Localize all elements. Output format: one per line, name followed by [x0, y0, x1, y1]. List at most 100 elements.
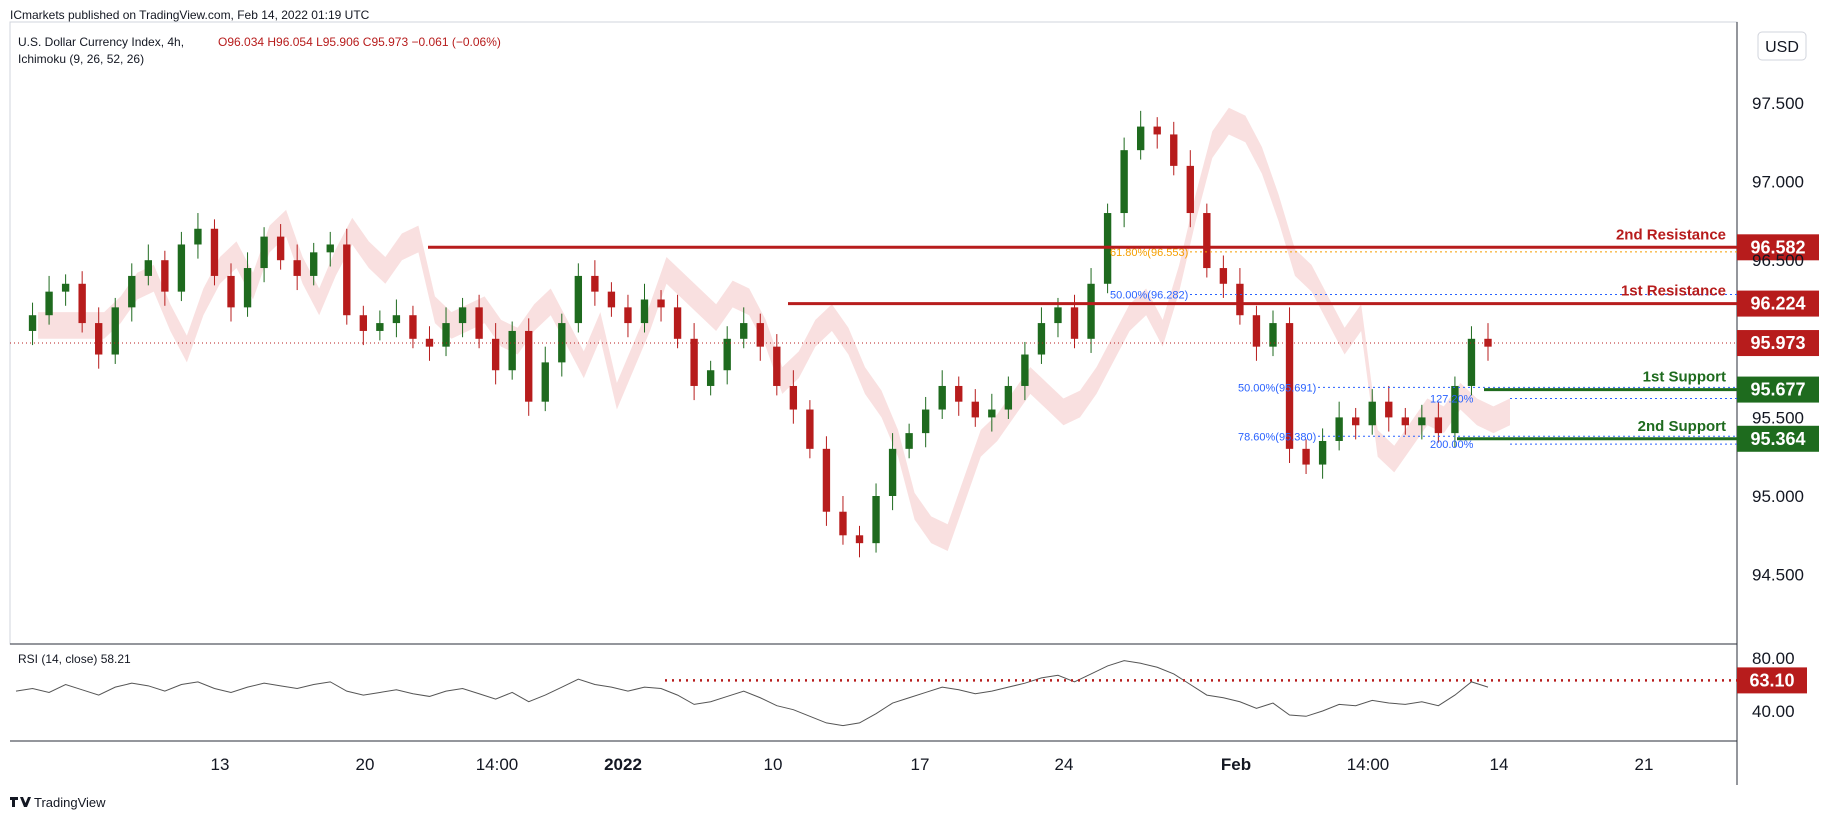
candle-body	[806, 409, 814, 449]
candle-body	[1054, 307, 1062, 324]
rsi-label: RSI (14, close) 58.21	[18, 652, 131, 666]
candle-body	[657, 299, 665, 308]
level-price-label: 95.677	[1750, 380, 1805, 400]
candle-body	[1484, 338, 1492, 347]
candle-body	[723, 338, 731, 371]
candle-body	[111, 307, 119, 355]
publisher-line: ICmarkets published on TradingView.com, …	[10, 8, 370, 22]
candle-body	[1302, 448, 1310, 465]
level-name: 1st Support	[1643, 369, 1726, 386]
candle-body	[144, 260, 152, 276]
candle-body	[310, 252, 318, 276]
candle-body	[442, 323, 450, 347]
candle-body	[888, 448, 897, 496]
candle-body	[161, 260, 169, 292]
tradingview-logo: TradingView	[10, 795, 106, 810]
indicator-label: Ichimoku (9, 26, 52, 26)	[18, 52, 144, 66]
fibonacci-levels: 61.80%(96.553) 50.00%(96.282) 50.00%(95.69…	[1110, 247, 1737, 451]
last-price-tag	[1737, 330, 1819, 357]
candle-body	[740, 323, 748, 339]
candle-body	[95, 323, 103, 355]
fib-label: 127.20%	[1430, 394, 1474, 406]
candle-body	[458, 307, 467, 324]
candle-body	[210, 228, 219, 276]
candle-body	[1236, 283, 1244, 316]
ohlc-values: O96.034 H96.054 L95.906 C95.973 −0.061 (…	[218, 35, 501, 49]
candle-body	[839, 511, 847, 536]
level-price-label: 96.224	[1750, 294, 1805, 314]
candle-body	[988, 409, 996, 418]
candle-body	[1285, 323, 1294, 449]
fib-label: 61.80%(96.553)	[1110, 247, 1188, 259]
fib-label: 50.00%(95.691)	[1238, 382, 1316, 394]
candle-body	[1021, 354, 1029, 386]
chart-frame	[9, 21, 1738, 645]
currency-badge[interactable]	[1757, 31, 1807, 61]
candle-body	[822, 448, 831, 512]
price-tick-label: 94.500	[1752, 566, 1804, 585]
level-price-tag	[1737, 290, 1819, 317]
time-tick-label: 20	[356, 755, 375, 774]
candle-body	[1203, 213, 1211, 269]
candle-body	[177, 244, 186, 292]
candle-body	[1004, 385, 1013, 410]
candle-body	[905, 433, 913, 449]
candle-body	[276, 236, 285, 261]
time-tick-label: 17	[911, 755, 930, 774]
footer-brand: TradingView	[34, 795, 106, 810]
candle-body	[1136, 126, 1145, 151]
candle-body	[392, 315, 401, 324]
level-price-tag	[1737, 376, 1819, 403]
candle-body	[1368, 401, 1376, 426]
candle-body	[1269, 323, 1277, 347]
price-tick-label: 95.500	[1752, 408, 1804, 427]
time-tick-label: 13	[211, 755, 230, 774]
candle-body	[409, 315, 417, 339]
last-price-label: 95.973	[1750, 333, 1805, 353]
candle-body	[1037, 323, 1046, 355]
candle-body	[607, 291, 616, 308]
candle-body	[1451, 385, 1459, 434]
candle-body	[1467, 338, 1476, 386]
candle-body	[855, 535, 864, 544]
candlestick-series	[28, 110, 1492, 558]
candle-body	[624, 307, 632, 324]
candle-body	[28, 315, 37, 331]
price-axis: 97.500 97.000 96.500 95.500 95.000 94.500	[1752, 94, 1804, 585]
time-tick-label: 10	[764, 755, 783, 774]
candle-body	[789, 385, 798, 410]
candle-body	[293, 260, 301, 276]
candle-body	[1352, 417, 1360, 426]
candle-body	[1434, 417, 1443, 434]
candle-body	[558, 323, 566, 363]
time-tick-label: 14	[1490, 755, 1509, 774]
symbol-title: U.S. Dollar Currency Index, 4h,	[18, 35, 184, 49]
candle-body	[376, 323, 384, 331]
level-price-label: 95.364	[1750, 429, 1805, 449]
candle-body	[1418, 417, 1426, 426]
time-tick-label: 24	[1055, 755, 1074, 774]
level-name: 2nd Resistance	[1616, 226, 1726, 243]
level-price-tag	[1737, 234, 1819, 261]
fib-label: 200.00%	[1430, 439, 1474, 451]
candle-body	[971, 401, 979, 418]
candle-body	[1252, 315, 1261, 347]
candle-body	[78, 283, 86, 324]
currency-badge-label: USD	[1765, 39, 1799, 56]
candle-body	[491, 338, 500, 371]
candle-body	[1318, 440, 1327, 465]
time-tick-label: Feb	[1221, 755, 1251, 774]
candle-body	[260, 236, 268, 269]
candle-body	[45, 291, 53, 316]
candle-body	[872, 496, 880, 544]
candle-body	[1153, 126, 1161, 135]
candle-body	[955, 385, 963, 402]
candle-body	[541, 362, 549, 402]
fib-label: 78.60%(95.380)	[1238, 431, 1316, 443]
candle-body	[1335, 417, 1343, 441]
candle-body	[1120, 150, 1128, 214]
candle-body	[574, 275, 583, 324]
candle-body	[475, 307, 483, 339]
rsi-tick-label: 40.00	[1752, 702, 1795, 721]
